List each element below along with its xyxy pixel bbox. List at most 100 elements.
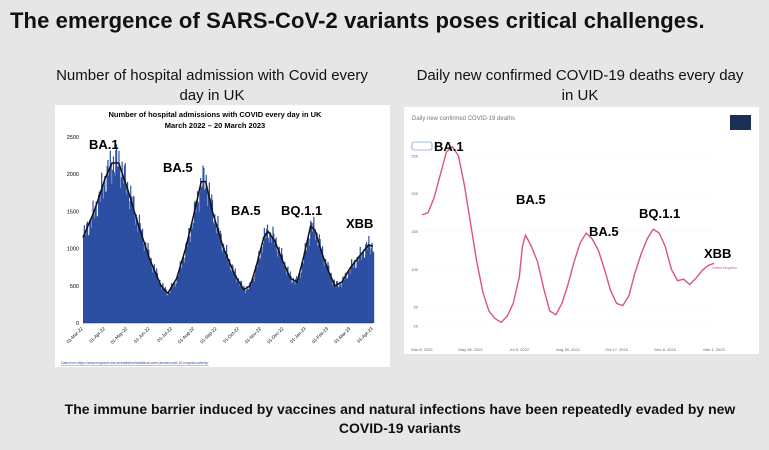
- admission-bar: [365, 242, 368, 323]
- admission-bar: [168, 292, 170, 323]
- x-tick-label: 01-Feb-23: [311, 326, 330, 345]
- admission-bar: [93, 209, 95, 323]
- admission-bar: [362, 249, 364, 323]
- x-tick-label: 01-Jan-23: [289, 326, 307, 344]
- admission-bar: [143, 251, 145, 323]
- admission-bar: [189, 236, 191, 323]
- admission-bar: [304, 243, 306, 323]
- admission-bar: [94, 218, 96, 323]
- admission-bar: [229, 259, 231, 323]
- admission-bar: [191, 220, 193, 323]
- admission-bar: [211, 199, 214, 323]
- admission-bar: [303, 263, 305, 323]
- annotation-ba5-second: BA.5: [231, 203, 261, 218]
- admission-bar: [358, 261, 360, 323]
- admission-bar: [137, 231, 139, 323]
- y-tick-label: 0: [76, 321, 79, 327]
- admission-bar: [306, 239, 309, 323]
- admission-bar: [173, 281, 175, 323]
- admission-bar: [127, 190, 129, 323]
- admission-bar: [141, 230, 143, 323]
- admission-bar: [281, 247, 283, 323]
- admission-bar: [125, 187, 127, 323]
- admission-bar: [319, 239, 321, 323]
- admission-bar: [270, 243, 273, 323]
- chart-logo: [730, 115, 751, 130]
- admission-bar: [167, 294, 169, 323]
- admission-bar: [259, 258, 262, 323]
- admission-bar: [346, 279, 348, 323]
- admission-bar: [104, 176, 106, 323]
- admission-bar: [371, 242, 373, 323]
- admission-bar: [277, 256, 279, 323]
- admission-bar: [330, 272, 332, 323]
- admission-bar: [266, 228, 268, 323]
- admission-bar: [229, 269, 232, 323]
- admission-bar: [223, 247, 225, 323]
- admission-bar: [163, 289, 166, 323]
- admission-bar: [184, 257, 186, 323]
- admission-bar: [150, 257, 152, 323]
- admission-bar: [361, 260, 363, 323]
- admission-bar: [233, 271, 236, 323]
- admission-bar: [97, 215, 99, 323]
- admission-bar: [112, 169, 114, 323]
- x-tick-label: Jul 5, 2022: [510, 347, 530, 352]
- admission-bar: [146, 250, 148, 323]
- admission-bar: [193, 202, 196, 323]
- admission-bar: [268, 242, 270, 323]
- admission-bar: [251, 277, 254, 323]
- admission-bar: [102, 198, 104, 323]
- admission-bar: [248, 289, 250, 323]
- hospital-admissions-chart: Number of hospital admissions with COVID…: [55, 105, 390, 367]
- admission-bar: [284, 261, 286, 323]
- admission-bar: [338, 286, 340, 323]
- admission-bar: [188, 227, 190, 323]
- x-tick-label: 01-Mar-22: [65, 326, 84, 345]
- y-tick-label: 2500: [67, 135, 79, 141]
- admission-bar: [267, 237, 269, 323]
- admission-bar: [328, 274, 331, 323]
- admission-bar: [207, 192, 210, 323]
- admission-bar: [322, 257, 324, 323]
- admission-bar: [108, 175, 110, 323]
- deaths-chart: Daily new confirmed COVID-19 deaths 25 50…: [404, 107, 759, 354]
- admission-bar: [369, 244, 371, 323]
- admission-bar: [140, 235, 142, 323]
- admission-bar: [350, 259, 353, 323]
- admission-bar: [345, 272, 347, 323]
- admission-bar: [194, 200, 196, 323]
- admission-bar: [293, 281, 295, 323]
- admission-bar: [354, 260, 356, 323]
- admission-bar: [278, 246, 280, 323]
- admission-bar: [226, 244, 228, 323]
- admission-bar: [145, 242, 147, 323]
- admission-bar: [145, 252, 148, 323]
- admission-bar: [163, 288, 165, 323]
- admission-bar: [251, 284, 253, 323]
- admission-bar: [298, 274, 300, 323]
- admission-bar: [305, 249, 307, 323]
- y-tick-label: 25: [414, 324, 419, 329]
- annotation-xbb: XBB: [704, 246, 731, 261]
- admission-bar: [149, 261, 151, 323]
- x-tick-label: Mar 1, 2023: [703, 347, 725, 352]
- x-tick-label: 01-May-22: [110, 326, 129, 345]
- admission-bar: [318, 234, 320, 323]
- toggle-button[interactable]: [411, 141, 433, 151]
- admission-bar: [218, 237, 221, 323]
- admission-bar: [284, 270, 287, 323]
- admission-bar: [308, 245, 310, 323]
- admission-bar: [202, 165, 204, 323]
- admission-bar: [365, 244, 367, 323]
- admission-bar: [165, 289, 167, 323]
- admission-bar: [321, 246, 324, 323]
- admission-bar: [363, 258, 365, 323]
- deaths-series-line: [421, 145, 715, 324]
- admission-bar: [148, 249, 150, 323]
- admission-bar: [172, 287, 174, 323]
- admission-bar: [233, 273, 235, 323]
- annotation-bq11: BQ.1.1: [281, 203, 322, 218]
- admission-bar: [314, 230, 316, 323]
- admission-bar: [211, 194, 213, 323]
